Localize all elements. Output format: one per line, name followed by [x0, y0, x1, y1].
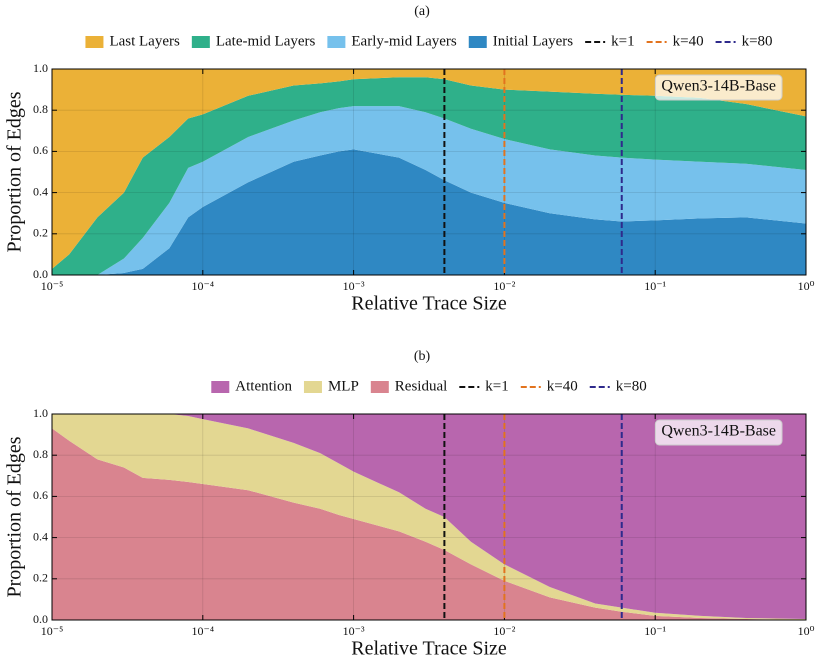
x-axis-label: Relative Trace Size [351, 293, 507, 315]
x-tick-label: 10⁻⁵ [41, 624, 64, 638]
x-tick-label: 10⁰ [798, 279, 815, 293]
y-tick-label: 0.6 [33, 488, 48, 502]
legend-swatch [211, 381, 230, 393]
y-axis-label: Proportion of Edges [4, 91, 26, 252]
x-tick-label: 10⁻¹ [644, 279, 666, 293]
legend-label: Initial Layers [493, 33, 574, 49]
y-tick-label: 0.0 [33, 267, 48, 281]
annotation-box [654, 419, 783, 446]
x-tick-label: 10⁻² [493, 279, 515, 293]
legend-label: Last Layers [109, 33, 180, 49]
x-tick-label: 10⁻⁵ [41, 279, 64, 293]
legend-swatch [327, 36, 346, 48]
y-axis-label: Proportion of Edges [4, 436, 26, 597]
legend-swatch [468, 36, 487, 48]
subtitle: (a) [414, 4, 430, 19]
legend-label: k=1 [485, 378, 508, 394]
legend-swatch [191, 36, 210, 48]
legend: Last Layers Late-mid Layers Early-mid Laye… [85, 33, 773, 49]
area [52, 106, 806, 275]
y-tick-label: 0.0 [33, 612, 48, 626]
legend-label: Residual [395, 378, 448, 394]
legend-label: k=80 [742, 33, 773, 49]
y-tick-label: 1.0 [33, 406, 48, 420]
legend-swatch [85, 36, 104, 48]
plot-frame [51, 68, 807, 276]
legend-label: k=40 [547, 378, 578, 394]
y-tick-label: 0.2 [33, 571, 48, 585]
x-tick-label: 10⁻² [493, 624, 515, 638]
y-tick-label: 0.6 [33, 143, 48, 157]
x-tick-label: 10⁻³ [343, 279, 365, 293]
legend-label: Early-mid Layers [351, 33, 457, 49]
area [52, 428, 806, 620]
y-tick-label: 1.0 [33, 61, 48, 75]
area [52, 414, 806, 620]
y-tick-label: 0.8 [33, 447, 48, 461]
legend-swatch [370, 381, 389, 393]
x-tick-label: 10⁻⁴ [192, 279, 215, 293]
area [52, 77, 806, 276]
x-tick-label: 10⁻¹ [644, 624, 666, 638]
annotation-text: Qwen3-14B-Base [661, 78, 776, 95]
annotation-box [654, 74, 783, 101]
legend-label: Late-mid Layers [216, 33, 316, 49]
plot-frame [51, 413, 807, 621]
legend-label: k=1 [611, 33, 634, 49]
x-axis-label: Relative Trace Size [351, 638, 507, 660]
legend-label: MLP [328, 378, 359, 394]
y-tick-label: 0.2 [33, 226, 48, 240]
annotation: Qwen3-14B-Base [654, 419, 783, 446]
legend: Attention MLP Residual k=1 k=40 k=80 [211, 378, 647, 394]
area [52, 414, 806, 619]
legend-swatch [303, 381, 322, 393]
x-tick-label: 10⁻³ [343, 624, 365, 638]
x-tick-label: 10⁻⁴ [192, 624, 215, 638]
legend-label: k=40 [673, 33, 704, 49]
x-tick-label: 10⁰ [798, 624, 815, 638]
legend-label: k=80 [616, 378, 647, 394]
area [52, 149, 806, 275]
annotation: Qwen3-14B-Base [654, 74, 783, 101]
y-tick-label: 0.8 [33, 102, 48, 116]
y-tick-label: 0.4 [33, 529, 48, 543]
legend-label: Attention [235, 378, 292, 394]
subtitle: (b) [414, 349, 431, 364]
y-tick-label: 0.4 [33, 184, 48, 198]
annotation-text: Qwen3-14B-Base [661, 423, 776, 440]
